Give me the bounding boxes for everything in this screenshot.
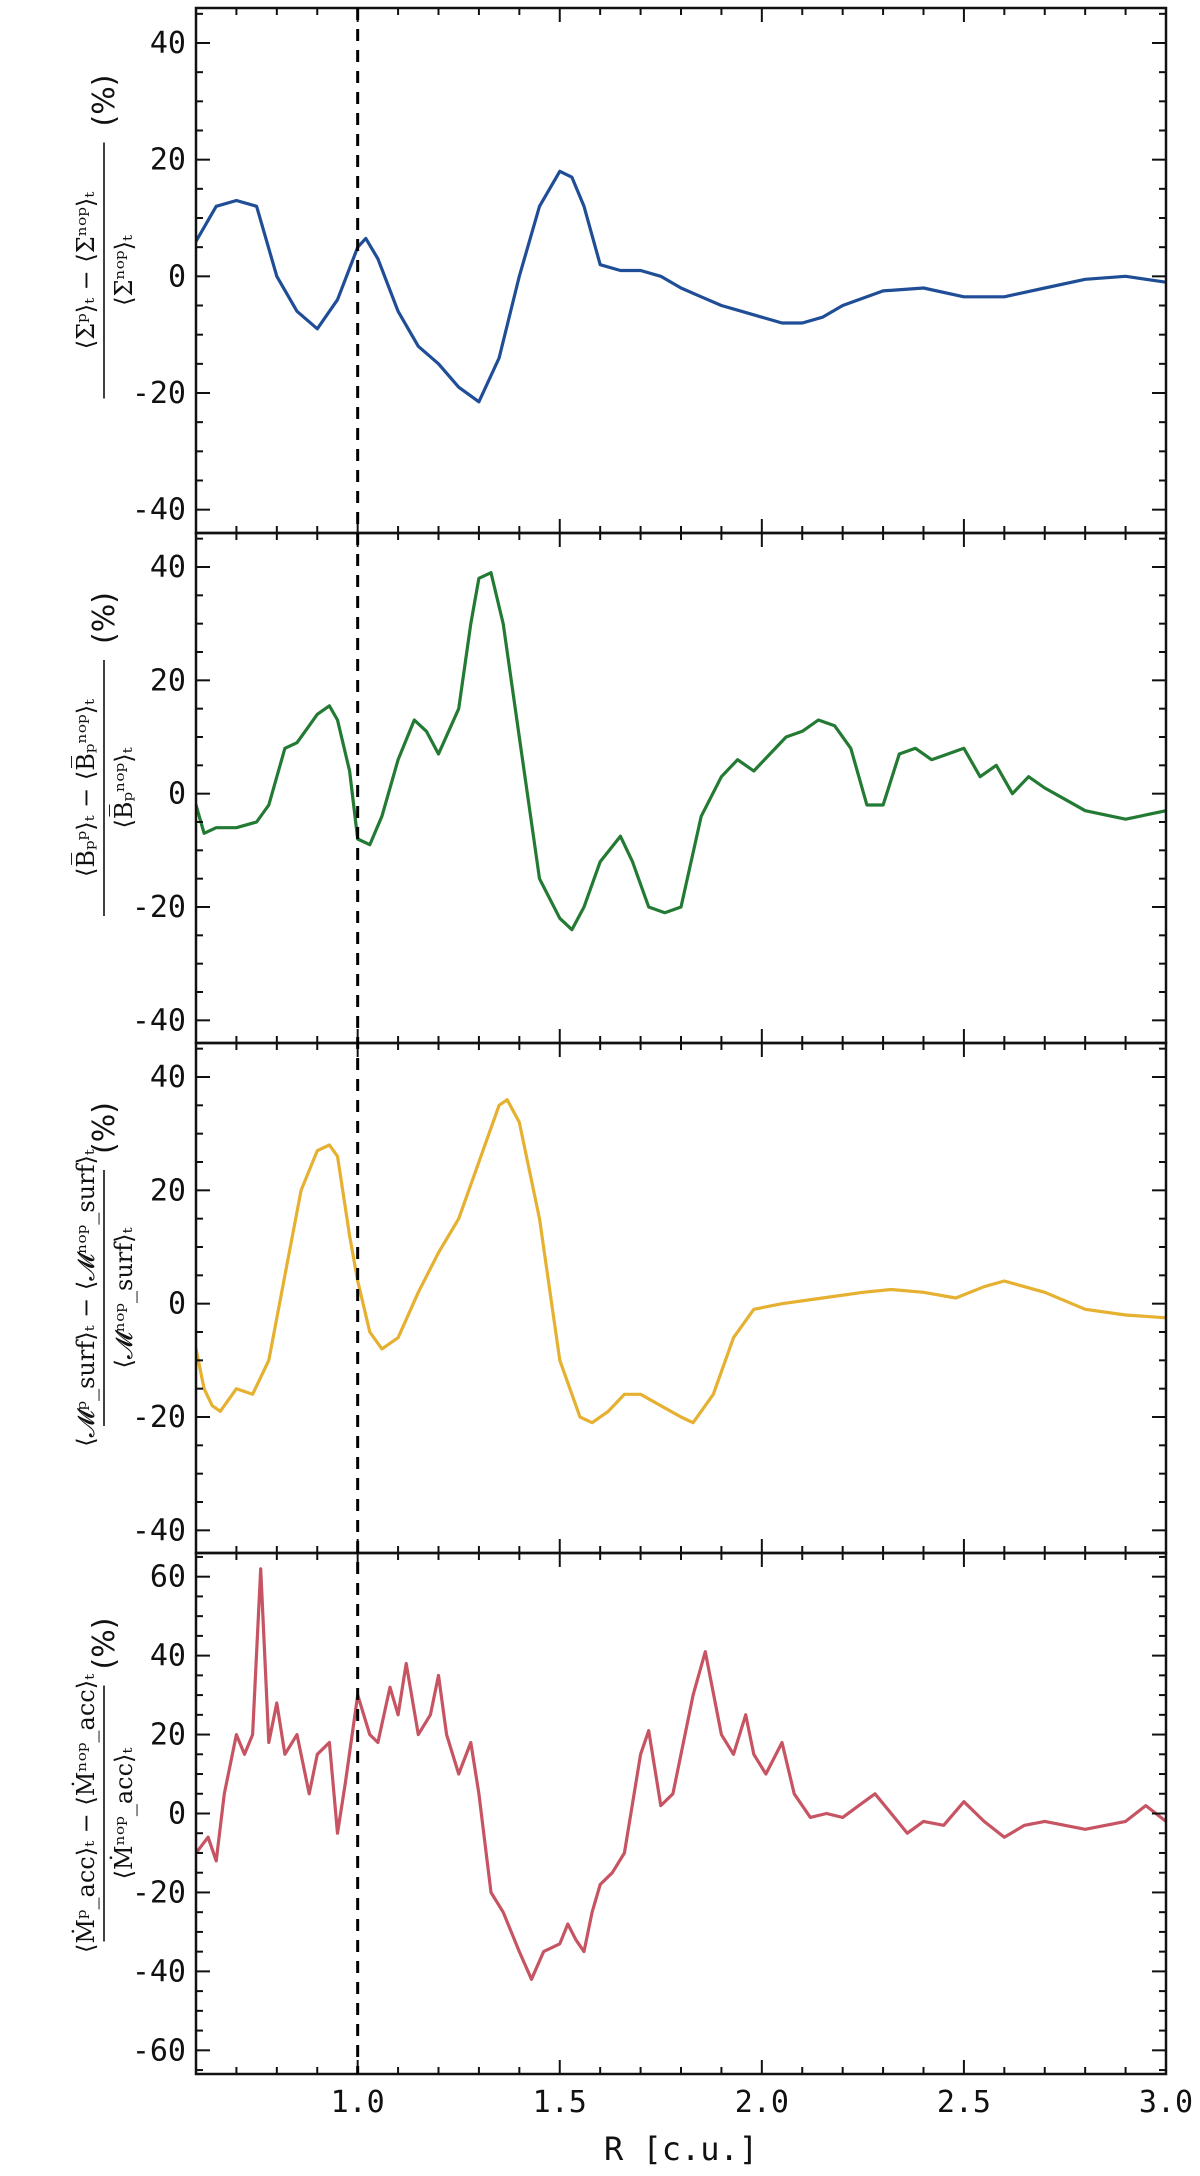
x-tick-label: 1.0	[331, 2085, 385, 2120]
y-tick-label: 0	[168, 777, 186, 812]
y-axis-label: ⟨Σᵖ⟩ₜ − ⟨Σⁿᵒᵖ⟩ₜ ⟨Σⁿᵒᵖ⟩ₜ (%)	[72, 75, 138, 399]
y-tick-label: -20	[132, 1875, 186, 1910]
y-tick-label: -40	[132, 1003, 186, 1038]
y-label-numerator: ⟨𝓜ᵖ_surf⟩ₜ − ⟨𝓜ⁿᵒᵖ_surf⟩ₜ	[72, 1149, 100, 1447]
y-label-unit: (%)	[87, 75, 122, 127]
y-tick-label: -20	[132, 1400, 186, 1435]
y-tick-label: 40	[150, 1060, 186, 1095]
y-label-unit: (%)	[87, 1102, 122, 1154]
y-label-unit: (%)	[87, 592, 122, 644]
y-label-unit: (%)	[87, 1618, 122, 1670]
y-tick-label: 40	[150, 1639, 186, 1674]
y-label-numerator: ⟨Σᵖ⟩ₜ − ⟨Σⁿᵒᵖ⟩ₜ	[72, 192, 100, 350]
y-tick-label: -20	[132, 376, 186, 411]
y-tick-label: -40	[132, 1954, 186, 1989]
y-label-numerator: ⟨Ṁᵖ_acc⟩ₜ − ⟨Ṁⁿᵒᵖ_acc⟩ₜ	[71, 1674, 100, 1953]
y-tick-label: 0	[168, 1287, 186, 1322]
panel-1: -40 -20 0 20 40 ⟨Σᵖ⟩ₜ − ⟨Σⁿᵒᵖ⟩ₜ ⟨Σⁿᵒᵖ⟩ₜ (%)	[72, 6, 1168, 535]
series-line-4	[196, 1567, 1166, 1981]
x-tick-label: 3.0	[1139, 2085, 1193, 2120]
y-label-denominator: ⟨Ṁⁿᵒᵖ_acc⟩ₜ	[109, 1748, 138, 1880]
panel-frame	[194, 1551, 1168, 2076]
y-tick-label: -20	[132, 890, 186, 925]
y-tick-label: 0	[168, 1797, 186, 1832]
y-tick-label: 20	[150, 1718, 186, 1753]
y-tick-label: 0	[168, 259, 186, 294]
y-tick-label: -40	[132, 1513, 186, 1548]
panel-frame	[194, 531, 1168, 1045]
panel-frame	[194, 6, 1168, 535]
y-label-numerator: ⟨B̅ₚᵖ⟩ₜ − ⟨B̅ₚⁿᵒᵖ⟩ₜ	[72, 699, 100, 877]
panel-2: -40 -20 0 20 40 ⟨B̅ₚᵖ⟩ₜ − ⟨B̅ₚⁿᵒᵖ⟩ₜ ⟨B̅ₚⁿᵒᵖ⟩ₜ (…	[72, 531, 1168, 1045]
y-tick-label: 60	[150, 1560, 186, 1595]
y-tick-label: 20	[150, 143, 186, 178]
x-tick-label: 2.0	[735, 2085, 789, 2120]
y-tick-label: -40	[132, 493, 186, 528]
y-axis-label: ⟨Ṁᵖ_acc⟩ₜ − ⟨Ṁⁿᵒᵖ_acc⟩ₜ ⟨Ṁⁿᵒᵖ_acc⟩ₜ (%)	[71, 1618, 138, 1953]
x-tick-label: 1.5	[533, 2085, 587, 2120]
y-tick-label: 40	[150, 26, 186, 61]
x-tick-label: 2.5	[937, 2085, 991, 2120]
y-label-denominator: ⟨𝓜ⁿᵒᵖ_surf⟩ₜ	[110, 1227, 138, 1368]
panel-3: -40 -20 0 20 40 ⟨𝓜ᵖ_surf⟩ₜ − ⟨𝓜ⁿᵒᵖ_surf⟩ₜ ⟨𝓜ⁿᵒ…	[72, 1041, 1168, 1555]
series-line-3	[196, 1098, 1166, 1425]
series-line-2	[196, 571, 1166, 932]
series-line-1	[196, 169, 1166, 404]
y-tick-label: 20	[150, 663, 186, 698]
x-axis-title: R [c.u.]	[604, 2130, 758, 2168]
y-label-denominator: ⟨Σⁿᵒᵖ⟩ₜ	[110, 235, 138, 306]
y-label-denominator: ⟨B̅ₚⁿᵒᵖ⟩ₜ	[110, 747, 138, 828]
y-axis-label: ⟨B̅ₚᵖ⟩ₜ − ⟨B̅ₚⁿᵒᵖ⟩ₜ ⟨B̅ₚⁿᵒᵖ⟩ₜ (%)	[72, 592, 138, 916]
y-tick-label: 40	[150, 550, 186, 585]
y-axis-label: ⟨𝓜ᵖ_surf⟩ₜ − ⟨𝓜ⁿᵒᵖ_surf⟩ₜ ⟨𝓜ⁿᵒᵖ_surf⟩ₜ (%)	[72, 1102, 138, 1447]
y-tick-label: -60	[132, 2033, 186, 2068]
y-tick-label: 20	[150, 1173, 186, 1208]
panel-frame	[194, 1041, 1168, 1555]
